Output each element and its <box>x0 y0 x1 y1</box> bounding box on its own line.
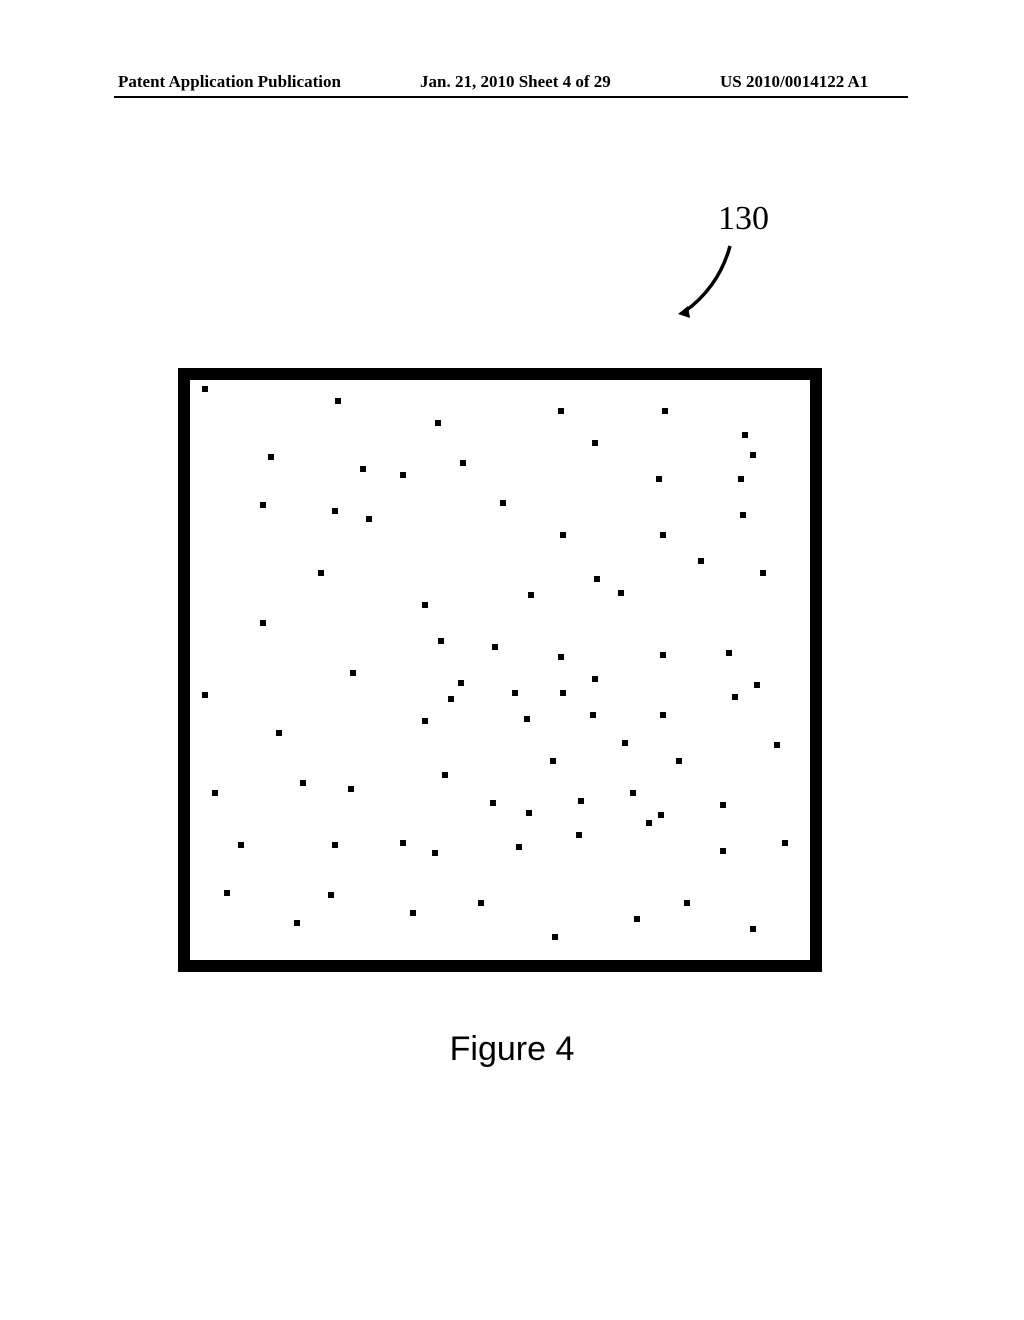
scatter-dot <box>202 692 208 698</box>
reference-number: 130 <box>718 200 769 238</box>
scatter-dot <box>630 790 636 796</box>
scatter-dot <box>750 926 756 932</box>
header-rule <box>114 96 908 98</box>
scatter-dot <box>560 690 566 696</box>
scatter-dot <box>202 386 208 392</box>
scatter-dot <box>458 680 464 686</box>
scatter-dot <box>400 472 406 478</box>
scatter-dot <box>576 832 582 838</box>
figure-caption: Figure 4 <box>0 1030 1024 1069</box>
scatter-dot <box>260 620 266 626</box>
scatter-dot <box>528 592 534 598</box>
scatter-dot <box>350 670 356 676</box>
scatter-dot <box>512 690 518 696</box>
scatter-dot <box>658 812 664 818</box>
scatter-dot <box>460 460 466 466</box>
scatter-dot <box>238 842 244 848</box>
scatter-dot <box>552 934 558 940</box>
reference-arrow <box>670 242 750 332</box>
arrow-head <box>678 306 690 318</box>
scatter-dot <box>592 440 598 446</box>
scatter-dot <box>492 644 498 650</box>
scatter-dot <box>224 890 230 896</box>
scatter-dot <box>276 730 282 736</box>
scatter-dot <box>558 408 564 414</box>
scatter-dot <box>618 590 624 596</box>
scatter-dot <box>732 694 738 700</box>
scatter-dot <box>524 716 530 722</box>
scatter-dot <box>720 848 726 854</box>
scatter-dot <box>260 502 266 508</box>
scatter-dot <box>478 900 484 906</box>
scatter-dot <box>432 850 438 856</box>
scatter-dot <box>578 798 584 804</box>
scatter-dot <box>634 916 640 922</box>
scatter-dot <box>558 654 564 660</box>
scatter-dot <box>516 844 522 850</box>
scatter-dot <box>660 712 666 718</box>
scatter-dot <box>332 842 338 848</box>
arrow-shaft <box>684 246 730 312</box>
header-center: Jan. 21, 2010 Sheet 4 of 29 <box>420 72 611 92</box>
scatter-dot <box>294 920 300 926</box>
scatter-dot <box>328 892 334 898</box>
scatter-dot <box>438 638 444 644</box>
scatter-dot <box>360 466 366 472</box>
scatter-dot <box>742 432 748 438</box>
scatter-dot <box>366 516 372 522</box>
scatter-dot <box>560 532 566 538</box>
scatter-dot <box>490 800 496 806</box>
header-right: US 2010/0014122 A1 <box>720 72 868 92</box>
scatter-dot <box>646 820 652 826</box>
scatter-dot <box>660 652 666 658</box>
page-header: Patent Application Publication Jan. 21, … <box>0 72 1024 96</box>
scatter-dot <box>662 408 668 414</box>
scatter-dot <box>750 452 756 458</box>
scatter-dot <box>656 476 662 482</box>
scatter-dot <box>698 558 704 564</box>
scatter-dot <box>442 772 448 778</box>
scatter-dot <box>726 650 732 656</box>
scatter-dot <box>422 602 428 608</box>
scatter-dot <box>422 718 428 724</box>
scatter-dot <box>435 420 441 426</box>
scatter-dot <box>500 500 506 506</box>
scatter-dot <box>676 758 682 764</box>
scatter-dot <box>774 742 780 748</box>
scatter-dot <box>526 810 532 816</box>
scatter-dot <box>268 454 274 460</box>
scatter-dot <box>740 512 746 518</box>
scatter-dot <box>332 508 338 514</box>
scatter-dot <box>550 758 556 764</box>
scatter-dot <box>590 712 596 718</box>
scatter-dot <box>212 790 218 796</box>
scatter-dot <box>684 900 690 906</box>
scatter-dot <box>660 532 666 538</box>
figure-box <box>178 368 822 972</box>
scatter-dot <box>782 840 788 846</box>
scatter-dot <box>592 676 598 682</box>
scatter-dot <box>300 780 306 786</box>
scatter-dot <box>738 476 744 482</box>
scatter-dot <box>318 570 324 576</box>
scatter-dot <box>622 740 628 746</box>
scatter-dot <box>760 570 766 576</box>
scatter-dot <box>754 682 760 688</box>
scatter-dot <box>400 840 406 846</box>
scatter-dot <box>410 910 416 916</box>
header-left: Patent Application Publication <box>118 72 341 92</box>
scatter-dot <box>594 576 600 582</box>
scatter-dot <box>448 696 454 702</box>
scatter-dot <box>348 786 354 792</box>
scatter-dot <box>335 398 341 404</box>
scatter-dot <box>720 802 726 808</box>
